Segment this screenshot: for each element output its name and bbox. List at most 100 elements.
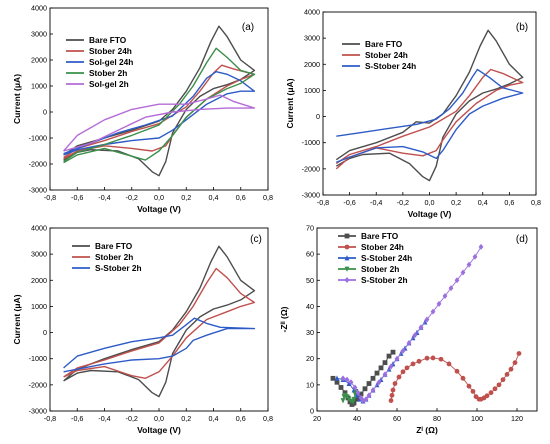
data-point [496, 382, 502, 388]
y-tick-label: 60 [306, 250, 314, 259]
data-point [460, 269, 466, 276]
series-stober-2h [63, 47, 256, 164]
data-point [392, 381, 398, 386]
y-tick-label: 0 [310, 407, 314, 416]
y-axis-title: -Zᴵᴵ (Ω) [279, 306, 289, 332]
y-tick-label: -2000 [29, 160, 47, 169]
data-point [340, 398, 346, 404]
data-point [353, 388, 359, 395]
legend-entry: S-Stober 2h [361, 275, 408, 285]
series-line [63, 71, 256, 156]
legend-entry: Bare FTO [365, 39, 403, 49]
data-point [492, 386, 498, 392]
plot-frame [322, 11, 537, 196]
data-point [512, 360, 518, 366]
y-tick-label: 1000 [31, 302, 47, 311]
y-tick-label: -3000 [29, 186, 47, 195]
chart-panel-b: -0,8 -0,6 -0,4 -0,2 0,0 0,2 0,4 0,6 0,8 -3000 -200… [285, 8, 541, 220]
series-line [336, 321, 426, 402]
legend-entry: Stober 24h [89, 46, 132, 56]
data-point [366, 392, 372, 399]
x-tick-label: -0,8 [44, 193, 56, 202]
data-point [360, 397, 366, 404]
y-tick-label: 4000 [31, 224, 47, 233]
x-tick-label: 0,6 [236, 414, 246, 423]
data-point [338, 385, 344, 390]
data-point [334, 375, 340, 381]
legend-entry: S-Stober 2h [95, 263, 142, 273]
x-axis-title: Voltage (V) [137, 204, 181, 214]
y-tick-label: 70 [306, 224, 314, 233]
data-point [378, 365, 384, 371]
x-tick-label: 0,0 [425, 198, 435, 207]
legend-entry: Bare FTO [89, 35, 127, 45]
legend-entry: Bare FTO [95, 241, 133, 251]
plot-area [63, 25, 256, 177]
x-tick-label: 0,6 [236, 193, 246, 202]
data-point [500, 377, 506, 383]
chart-panel-c: -0,8 -0,6 -0,4 -0,2 0,0 0,2 0,4 0,6 0,8 -3000 -200… [12, 224, 273, 436]
y-tick-label: 2000 [31, 56, 47, 65]
x-tick-label: 120 [511, 414, 523, 423]
data-point [504, 372, 510, 377]
y-tick-label: 1000 [31, 82, 47, 91]
data-point [472, 253, 478, 260]
y-tick-label: 1000 [304, 86, 320, 95]
data-point [470, 388, 476, 394]
y-tick-label: 50 [306, 276, 314, 285]
x-tick-label: 0,4 [209, 193, 219, 202]
data-point [388, 398, 394, 403]
data-point [430, 308, 436, 315]
data-point [354, 396, 360, 402]
data-point [363, 396, 369, 403]
y-tick-label: 3000 [304, 34, 320, 43]
series-line [390, 353, 520, 401]
legend-entry: Sol-gel 24h [89, 57, 133, 67]
data-point [348, 379, 354, 386]
data-point [400, 369, 406, 375]
panel-label: (b) [516, 22, 528, 33]
y-tick-label: -3000 [29, 407, 47, 416]
x-tick-label: 0,6 [504, 198, 514, 207]
data-point [344, 376, 350, 383]
legend-marker [344, 233, 350, 239]
data-point [460, 375, 466, 381]
series-line [63, 245, 256, 398]
legend-marker [344, 277, 350, 283]
plot-area [63, 245, 256, 398]
legend-marker [344, 244, 350, 250]
series-s-stober-24h [334, 319, 428, 404]
y-axis-title: Current (μA) [12, 294, 22, 344]
x-tick-label: 0,8 [263, 193, 273, 202]
data-point [400, 347, 406, 354]
data-point [442, 292, 448, 299]
data-point [346, 380, 352, 386]
data-point [351, 396, 357, 403]
x-tick-label: 0,8 [531, 198, 541, 207]
x-tick-label: 80 [433, 414, 441, 423]
legend-entry: S-Stober 24h [361, 253, 412, 263]
y-tick-label: -1000 [29, 354, 47, 363]
y-tick-label: 3000 [31, 250, 47, 259]
x-axis-title: Voltage (V) [408, 209, 452, 219]
data-point [448, 285, 454, 292]
data-point [394, 355, 400, 362]
x-tick-label: 60 [393, 414, 401, 423]
series-line [63, 317, 256, 373]
x-tick-label: 0,0 [154, 193, 164, 202]
y-tick-label: -1000 [29, 134, 47, 143]
data-point [382, 360, 388, 366]
y-tick-label: 0 [43, 108, 47, 117]
data-point [436, 300, 442, 307]
legend-marker [344, 255, 350, 261]
plot-area [330, 243, 522, 407]
data-point [404, 365, 410, 371]
data-point [516, 351, 522, 356]
data-point [424, 316, 430, 323]
plot-area [335, 29, 524, 182]
data-point [388, 363, 394, 370]
x-tick-label: 40 [353, 414, 361, 423]
x-tick-label: 100 [471, 414, 483, 423]
y-tick-label: 30 [306, 328, 314, 337]
